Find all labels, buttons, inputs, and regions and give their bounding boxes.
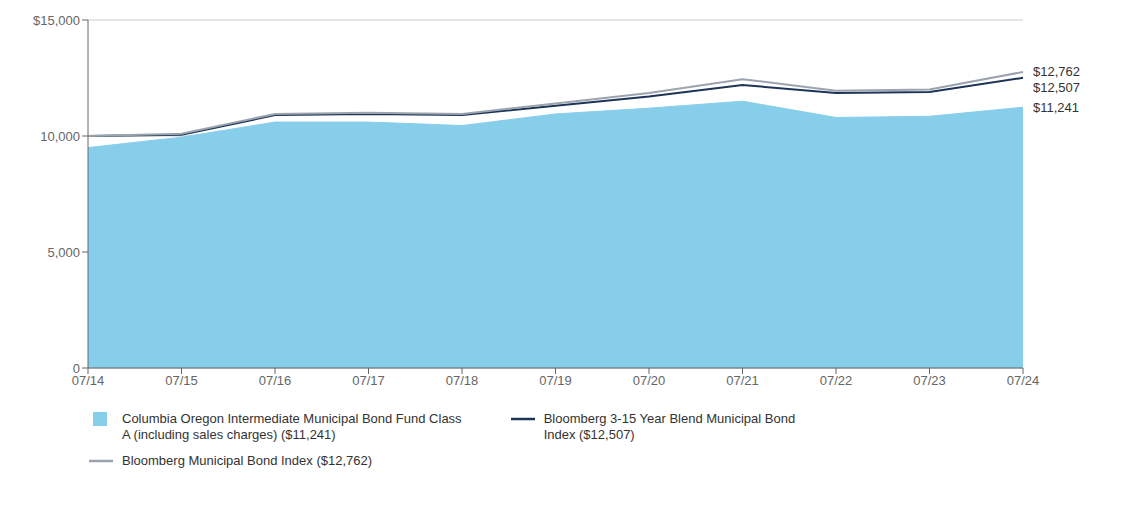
svg-text:07/24: 07/24 (1007, 373, 1040, 388)
svg-text:07/15: 07/15 (165, 373, 198, 388)
svg-text:0: 0 (73, 361, 80, 376)
svg-text:07/23: 07/23 (913, 373, 946, 388)
svg-text:07/18: 07/18 (446, 373, 479, 388)
html-text:Bloomberg Municipal Bond Index: Bloomberg Municipal Bond Index ($12,762) (122, 453, 372, 468)
svg-text:5,000: 5,000 (47, 245, 80, 260)
html-text:Columbia Oregon Intermediate M: Columbia Oregon Intermediate Municipal B… (122, 411, 462, 442)
svg-text:07/20: 07/20 (633, 373, 666, 388)
html-text:Bloomberg 3-15 Year Blend Muni: Bloomberg 3-15 Year Blend Municipal Bond… (543, 411, 796, 442)
svg-text:$12,762: $12,762 (1033, 64, 1080, 79)
svg-text:07/22: 07/22 (820, 373, 853, 388)
svg-text:07/17: 07/17 (352, 373, 385, 388)
svg-text:$15,000: $15,000 (33, 13, 80, 28)
svg-text:07/16: 07/16 (259, 373, 292, 388)
svg-text:07/19: 07/19 (539, 373, 572, 388)
svg-text:$12,507: $12,507 (1033, 80, 1080, 95)
svg-text:07/21: 07/21 (726, 373, 759, 388)
svg-text:$11,241: $11,241 (1033, 100, 1079, 115)
svg-text:07/14: 07/14 (71, 373, 105, 389)
svg-text:10,000: 10,000 (40, 129, 80, 144)
